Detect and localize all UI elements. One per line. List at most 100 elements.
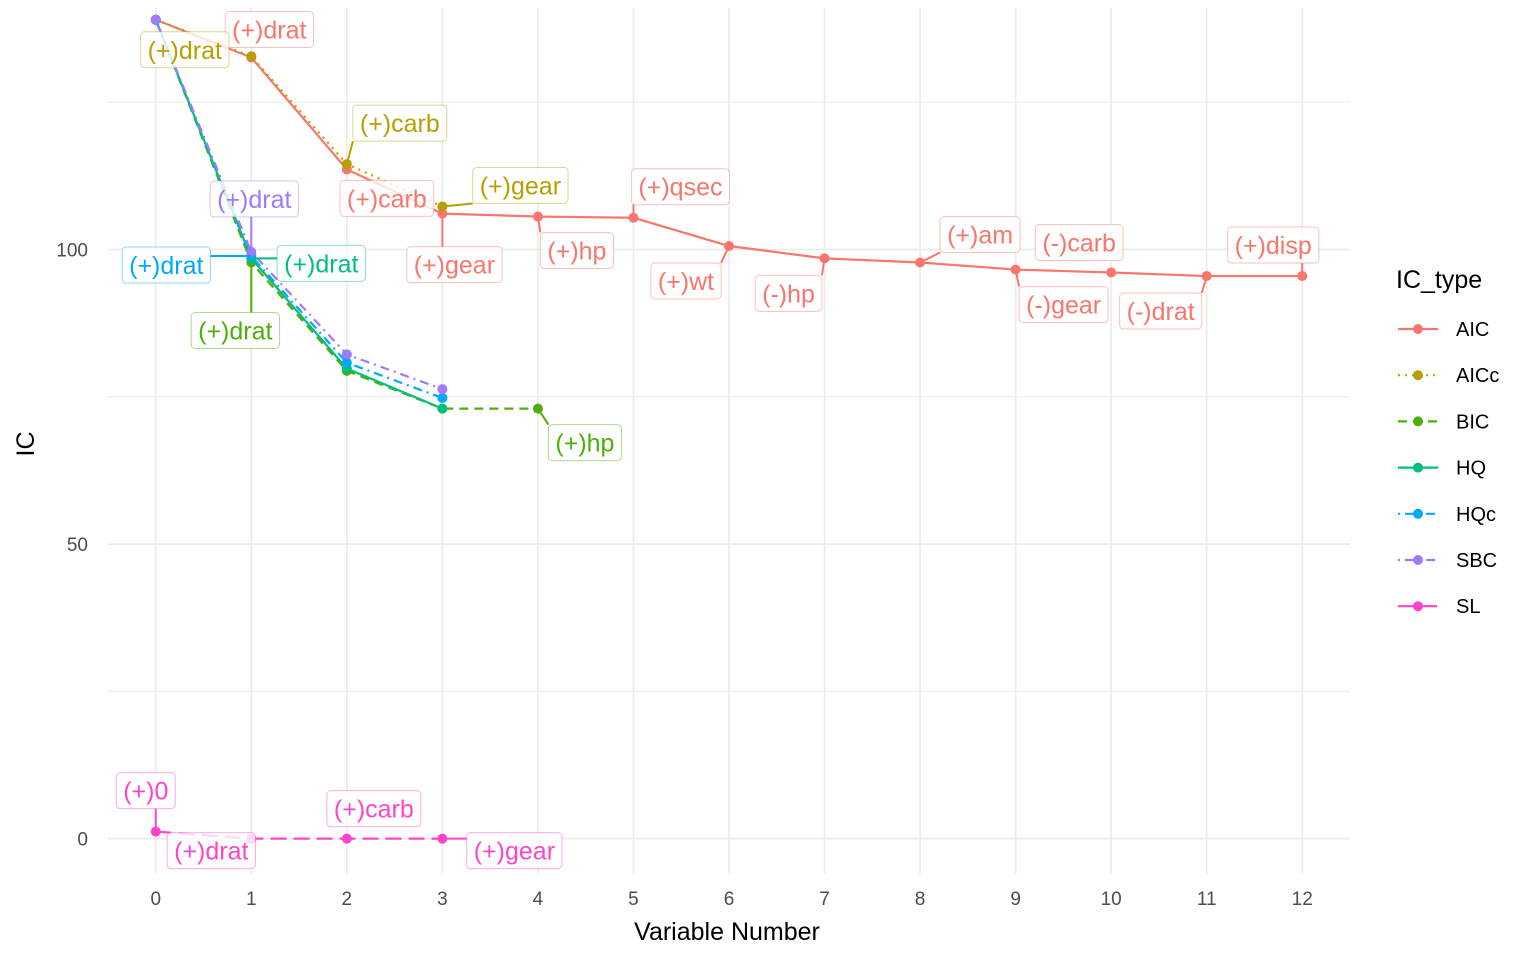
- legend-label: AICc: [1456, 365, 1499, 387]
- x-tick-label: 2: [342, 889, 353, 910]
- point-label-bic: (+)hp: [537, 408, 622, 462]
- label-box: [276, 244, 366, 282]
- label-text: (+)am: [947, 221, 1013, 249]
- label-box: [190, 311, 280, 349]
- y-tick-label: 100: [56, 241, 88, 262]
- legend-label: BIC: [1456, 411, 1489, 433]
- legend-item-hq: HQ: [1398, 458, 1486, 480]
- point-label-aic: (+)qsec: [630, 168, 730, 218]
- x-tick-label: 3: [437, 889, 448, 910]
- data-point-sbc: [437, 384, 448, 395]
- data-point-hqc: [437, 392, 448, 403]
- series-sbc: [150, 14, 448, 395]
- x-tick-label: 11: [1197, 889, 1217, 910]
- legend-item-bic: BIC: [1398, 411, 1489, 433]
- point-label-aic: (+)disp: [1227, 226, 1320, 277]
- point-label-aic: (-)gear: [1014, 269, 1109, 324]
- label-text: (+)drat: [198, 317, 272, 345]
- point-label-aic: (+)drat: [224, 10, 314, 48]
- label-box: [1034, 224, 1124, 262]
- label-box: [539, 232, 614, 270]
- point-label-sbc: (+)drat: [209, 180, 299, 252]
- label-box: [140, 31, 230, 69]
- point-label-hqc: (+)drat: [121, 246, 252, 284]
- data-point-sl: [341, 833, 352, 844]
- point-label-aic: (-)drat: [1119, 275, 1208, 330]
- legend-key-point: [1413, 462, 1423, 473]
- legend-item-aicc: AICc: [1398, 365, 1499, 387]
- label-box: [1227, 226, 1320, 264]
- series-line-sbc: [154, 19, 443, 391]
- y-tick-label: 0: [77, 830, 88, 851]
- x-tick-label: 9: [1010, 889, 1021, 910]
- label-text: (+)wt: [658, 268, 714, 296]
- label-box: [547, 424, 622, 462]
- label-text: (+)hp: [555, 430, 614, 458]
- label-box: [209, 180, 299, 218]
- point-label-aic: (-)hp: [754, 258, 826, 312]
- point-label-sl: (+)drat: [166, 832, 256, 870]
- legend-label: HQ: [1456, 458, 1486, 480]
- point-label-aic: (-)carb: [1034, 224, 1124, 262]
- x-axis-title: Variable Number: [634, 918, 820, 946]
- x-tick-label: 1: [246, 889, 257, 910]
- label-box: [121, 246, 211, 284]
- x-tick-label: 6: [724, 889, 735, 910]
- x-tick-label: 4: [533, 889, 544, 910]
- data-point-hqc: [341, 357, 352, 368]
- label-text: (+)carb: [360, 110, 440, 138]
- label-text: (+)carb: [347, 185, 427, 213]
- legend-key-point: [1413, 370, 1423, 381]
- label-text: (+)0: [123, 778, 168, 806]
- data-point-aic: [1106, 267, 1117, 278]
- label-box: [1018, 286, 1109, 324]
- grid: [108, 8, 1350, 874]
- legend-label: AIC: [1456, 319, 1489, 341]
- point-label-aicc: (+)drat: [140, 31, 230, 69]
- label-text: (+)drat: [217, 186, 291, 214]
- point-label-sl: (+)carb: [326, 790, 422, 828]
- x-tick-label: 12: [1292, 889, 1313, 910]
- point-labels: (+)drat (+)carb (+)gear (+)hp (+)qsec (+)wt (-…: [115, 10, 1320, 870]
- label-box: [115, 772, 176, 810]
- legend-key-point: [1413, 324, 1423, 334]
- label-leader: [1014, 269, 1021, 287]
- legend-label: HQc: [1456, 504, 1496, 526]
- x-tick-label: 8: [915, 889, 926, 910]
- label-leader: [345, 140, 354, 165]
- legend-label: SL: [1456, 596, 1480, 618]
- point-label-aicc: (+)carb: [345, 104, 448, 165]
- series-line-hq: [154, 19, 443, 410]
- label-leader: [1200, 275, 1208, 294]
- label-box: [466, 832, 563, 870]
- label-text: (+)qsec: [638, 174, 722, 202]
- label-text: (-)gear: [1026, 292, 1101, 320]
- label-text: (+)gear: [414, 252, 495, 280]
- y-tick-label: 50: [67, 535, 88, 556]
- point-label-aic: (+)wt: [650, 245, 730, 300]
- point-label-aic: (+)hp: [536, 216, 614, 270]
- legend-key-point: [1413, 416, 1423, 427]
- label-leader: [537, 408, 550, 426]
- label-text: (+)drat: [129, 252, 203, 280]
- label-box: [472, 167, 569, 205]
- legend-item-sbc: SBC: [1398, 550, 1497, 572]
- label-text: (+)gear: [480, 173, 561, 201]
- label-box: [650, 262, 722, 300]
- point-label-aic: (+)gear: [406, 213, 503, 284]
- x-tick-label: 7: [819, 889, 830, 910]
- label-box: [352, 104, 448, 142]
- point-label-aic: (+)carb: [339, 179, 435, 217]
- label-text: (+)drat: [232, 16, 306, 44]
- point-label-aicc: (+)gear: [442, 167, 569, 208]
- label-leader: [919, 251, 941, 264]
- y-axis-title: IC: [12, 432, 40, 457]
- legend-key-point: [1413, 555, 1423, 565]
- point-label-sl: (+)gear: [442, 832, 563, 870]
- label-text: (+)drat: [174, 838, 248, 866]
- label-text: (+)drat: [148, 37, 222, 65]
- x-tick-label: 0: [150, 889, 161, 910]
- label-text: (-)drat: [1127, 298, 1195, 326]
- legend-item-hqc: HQc: [1398, 504, 1496, 526]
- legend-label: SBC: [1456, 550, 1497, 572]
